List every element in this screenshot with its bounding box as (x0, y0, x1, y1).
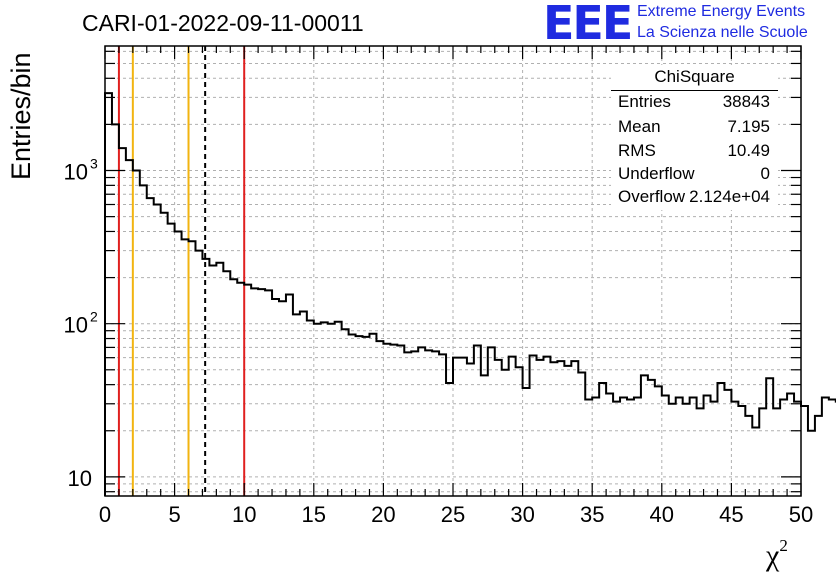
stats-box: ChiSquare Entries 38843 Mean 7.195 RMS 1… (611, 65, 778, 210)
stats-rms-value: 10.49 (727, 141, 770, 160)
stats-mean-label: Mean (618, 117, 661, 136)
org-name-line1: Extreme Energy Events (637, 3, 806, 20)
axis-ticks (104, 46, 802, 496)
x-tick-label: 35 (580, 502, 604, 527)
stats-rms-label: RMS (618, 141, 656, 160)
x-tick-label: 5 (168, 502, 180, 527)
y-tick-label: 10 (68, 466, 92, 491)
x-axis-label-base: χ (766, 539, 780, 572)
x-tick-label: 10 (232, 502, 256, 527)
stats-underflow-value: 0 (760, 164, 770, 183)
x-tick-label: 0 (99, 502, 111, 527)
x-axis-label: χ2 (766, 536, 788, 573)
stats-overflow-value: 2.124e+04 (689, 187, 770, 206)
stats-box-title: ChiSquare (654, 67, 735, 86)
y-tick-label: 10 (64, 160, 88, 185)
x-tick-label: 20 (371, 502, 395, 527)
y-tick-label-exponent: 2 (90, 309, 98, 325)
marker-lines (117, 46, 246, 496)
stats-underflow-label: Underflow (618, 164, 695, 183)
x-tick-label: 15 (302, 502, 326, 527)
stats-overflow-label: Overflow (618, 187, 686, 206)
stats-entries-label: Entries (618, 92, 671, 111)
y-tick-label-exponent: 3 (90, 156, 98, 172)
stats-mean-value: 7.195 (727, 117, 770, 136)
x-tick-label: 45 (719, 502, 743, 527)
x-axis-label-exponent: 2 (779, 536, 788, 555)
stats-entries-value: 38843 (722, 92, 770, 111)
y-axis-label: Entries/bin (6, 52, 36, 180)
stats-box-divider (611, 90, 778, 91)
eee-logo: EEE (543, 0, 633, 50)
x-tick-label: 25 (441, 502, 465, 527)
x-tick-label: 50 (789, 502, 813, 527)
histogram-outline (104, 92, 836, 496)
org-name-line2: La Scienza nelle Scuole (637, 24, 808, 41)
chart-title: CARI-01-2022-09-11-00011 (82, 10, 364, 36)
y-tick-label: 10 (64, 313, 88, 338)
x-tick-label: 40 (650, 502, 674, 527)
histogram-bins (104, 92, 836, 496)
x-tick-label: 30 (510, 502, 534, 527)
